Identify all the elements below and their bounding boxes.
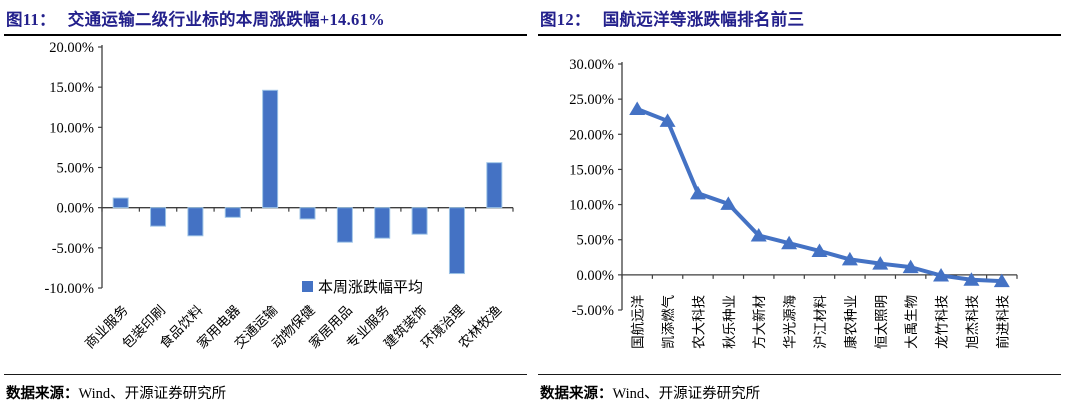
figure-12-title: 国航远洋等涨跌幅排名前三	[602, 10, 805, 29]
x-label: 农大科技	[691, 294, 706, 348]
figure-11-title: 交通运输二级行业标的本周涨跌幅+14.61%	[67, 10, 385, 29]
figure-12-header: 图12： 国航远洋等涨跌幅排名前三	[538, 2, 1061, 36]
x-label: 沪江材料	[813, 294, 828, 348]
x-label: 大禹生物	[904, 295, 919, 349]
y-tick-label: 15.00%	[49, 80, 94, 96]
line-chart-svg: 30.00% 25.00% 20.00% 15.00% 10.00% 5.00% 0.00%…	[569, 57, 1018, 349]
y-tick-label: -5.00%	[52, 241, 94, 257]
y-axis: 20.00% 15.00% 10.00% 5.00% 0.00% -5.00% -10.00…	[44, 40, 103, 297]
bar-家居用品	[336, 207, 353, 243]
triangle-marker-华光源海	[781, 235, 798, 250]
x-axis	[621, 274, 1018, 279]
category-labels: 商业服务包装印刷食品饮料家用电器交通运输动物保健家居用品专业服务建筑装饰环境治理…	[82, 301, 504, 351]
x-label: 旭杰科技	[965, 294, 980, 348]
triangle-marker-沪江材料	[811, 243, 828, 257]
bar-农林牧渔	[486, 162, 503, 209]
bar-专业服务	[374, 207, 391, 239]
y-axis: 30.00% 25.00% 20.00% 15.00% 10.00% 5.00% 0.00%…	[569, 57, 623, 319]
triangle-marker-前进科技	[993, 273, 1010, 288]
triangle-marker-凯添燃气	[659, 113, 676, 127]
bar-商业服务	[112, 197, 129, 209]
x-label: 康农种业	[842, 295, 858, 349]
legend: 本周涨跌幅平均	[302, 279, 423, 296]
source-text: Wind、开源证券研究所	[612, 386, 761, 402]
bar-包装印刷	[150, 207, 167, 227]
report-figures-row: 图11： 交通运输二级行业标的本周涨跌幅+14.61% 20.00% 15.00%…	[4, 2, 1061, 403]
bar-chart-svg: 20.00% 15.00% 10.00% 5.00% 0.00% -5.00% -10.00…	[44, 40, 514, 351]
panel-figure-12: 图12： 国航远洋等涨跌幅排名前三 30.00% 25.00% 20.00% 15.0…	[538, 2, 1061, 403]
y-tick-label: 30.00%	[569, 57, 614, 73]
panel-figure-11: 图11： 交通运输二级行业标的本周涨跌幅+14.61% 20.00% 15.00%…	[4, 2, 527, 403]
triangle-marker-国航远洋	[629, 101, 646, 115]
line-series	[629, 101, 1010, 288]
top-stocks-line-chart: 30.00% 25.00% 20.00% 15.00% 10.00% 5.00% 0.00%…	[538, 36, 1061, 374]
x-label: 国航远洋	[631, 295, 646, 349]
y-tick-label: 0.00%	[577, 268, 614, 284]
triangle-marker-旭杰科技	[963, 272, 980, 286]
legend-label: 本周涨跌幅平均	[318, 279, 423, 296]
x-label: 前进科技	[994, 294, 1010, 348]
y-tick-label: 5.00%	[57, 161, 94, 177]
source-prefix: 数据来源：	[6, 386, 79, 402]
bar-建筑装饰	[411, 207, 428, 235]
y-tick-label: 25.00%	[569, 92, 614, 108]
triangle-marker-秋乐种业	[720, 196, 737, 210]
y-tick-label: 15.00%	[569, 162, 614, 178]
y-tick-label: -5.00%	[572, 303, 614, 319]
y-tick-label: 5.00%	[577, 233, 614, 249]
triangle-marker-龙竹科技	[933, 268, 950, 282]
source-prefix: 数据来源：	[540, 386, 613, 402]
y-tick-label: 0.00%	[57, 201, 94, 217]
y-tick-label: 10.00%	[569, 198, 614, 214]
triangle-marker-康农种业	[841, 251, 858, 266]
y-tick-label: -10.00%	[44, 281, 94, 297]
source-text: Wind、开源证券研究所	[78, 386, 227, 402]
x-label: 恒太照明	[874, 295, 889, 349]
x-label: 龙竹科技	[935, 294, 950, 348]
x-label: 方大新材	[752, 295, 767, 349]
triangle-marker-方大新材	[750, 227, 767, 242]
weekly-change-bar-chart: 20.00% 15.00% 10.00% 5.00% 0.00% -5.00% -10.00…	[4, 36, 527, 374]
bar-食品饮料	[187, 207, 204, 237]
bar-交通运输	[262, 89, 279, 209]
figure-12-source-note: 数据来源：Wind、开源证券研究所	[538, 374, 1061, 403]
category-labels: 国航远洋 凯添燃气 农大科技 秋乐种业 方大新材 华光源海 沪江材料 康农种业 恒太照明 大禹生物…	[631, 294, 1011, 348]
y-tick-label: 10.00%	[49, 120, 94, 136]
triangle-marker-大禹生物	[902, 259, 919, 274]
bar-环境治理	[448, 207, 465, 275]
figure-11-source-note: 数据来源：Wind、开源证券研究所	[4, 374, 527, 403]
bar-series	[112, 89, 503, 275]
figure-11-number: 图11：	[6, 10, 56, 29]
y-tick-label: 20.00%	[49, 40, 94, 56]
y-tick-label: 20.00%	[569, 127, 614, 143]
x-label: 秋乐种业	[722, 295, 737, 349]
figure-11-header: 图11： 交通运输二级行业标的本周涨跌幅+14.61%	[4, 2, 527, 36]
bar-家用电器	[224, 207, 241, 218]
x-label: 凯添燃气	[660, 295, 676, 349]
triangle-marker-恒太照明	[872, 256, 889, 270]
x-label: 华光源海	[783, 295, 798, 349]
triangle-marker-农大科技	[689, 185, 706, 200]
figure-12-number: 图12：	[540, 10, 591, 29]
legend-swatch	[302, 281, 313, 292]
bar-动物保健	[299, 207, 316, 220]
